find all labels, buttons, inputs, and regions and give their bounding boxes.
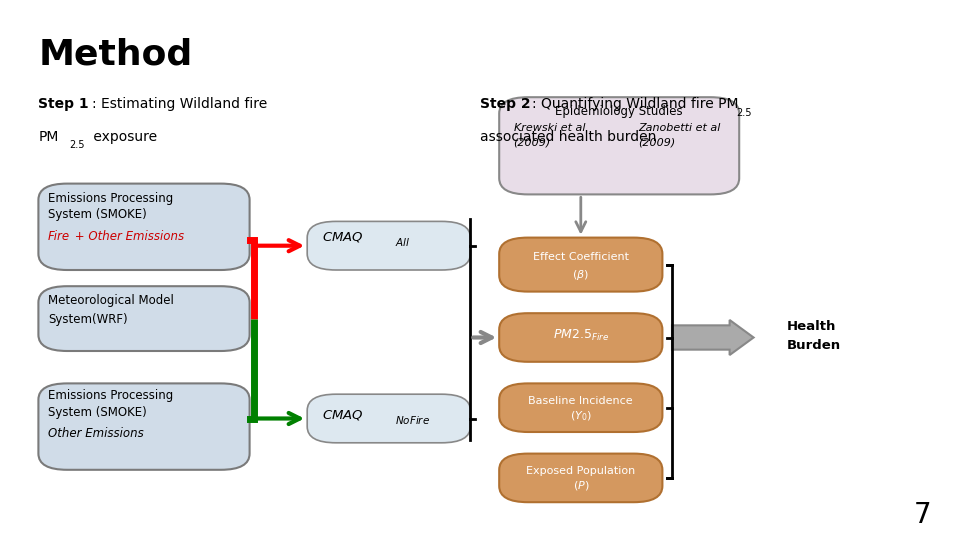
FancyBboxPatch shape — [499, 383, 662, 432]
Text: Epidemiology Studies: Epidemiology Studies — [556, 105, 683, 118]
Text: System (SMOKE): System (SMOKE) — [48, 208, 147, 221]
Text: Exposed Population: Exposed Population — [526, 466, 636, 476]
Text: PM: PM — [38, 130, 59, 144]
Text: Krewski et al: Krewski et al — [514, 123, 585, 133]
Text: Emissions Processing: Emissions Processing — [48, 192, 173, 205]
Text: 2.5: 2.5 — [736, 108, 752, 118]
Text: Emissions Processing: Emissions Processing — [48, 389, 173, 402]
Text: System (SMOKE): System (SMOKE) — [48, 406, 147, 419]
Text: $(P)$: $(P)$ — [572, 480, 589, 492]
Text: (2009): (2009) — [638, 138, 676, 148]
FancyBboxPatch shape — [499, 313, 662, 362]
Text: : Estimating Wildland fire: : Estimating Wildland fire — [92, 97, 268, 111]
Text: Burden: Burden — [787, 339, 841, 352]
Text: Meteorological Model: Meteorological Model — [48, 294, 174, 307]
Text: associated health burden: associated health burden — [480, 130, 657, 144]
Text: Baseline Incidence: Baseline Incidence — [529, 396, 633, 406]
Text: + Other Emissions: + Other Emissions — [71, 230, 184, 242]
FancyBboxPatch shape — [499, 454, 662, 502]
FancyBboxPatch shape — [307, 394, 470, 443]
FancyBboxPatch shape — [38, 383, 250, 470]
Text: Step 1: Step 1 — [38, 97, 89, 111]
Text: : Quantifying Wildland fire PM: : Quantifying Wildland fire PM — [532, 97, 738, 111]
Text: $(Y_0)$: $(Y_0)$ — [570, 409, 591, 423]
FancyBboxPatch shape — [307, 221, 470, 270]
Text: Fire: Fire — [48, 230, 70, 242]
Text: Health: Health — [787, 320, 836, 333]
FancyArrow shape — [672, 320, 754, 355]
Text: Effect Coefficient: Effect Coefficient — [533, 252, 629, 261]
Text: Method: Method — [38, 38, 193, 72]
Text: 7: 7 — [914, 501, 931, 529]
Text: exposure: exposure — [89, 130, 157, 144]
Text: $\mathit{CMAQ}$: $\mathit{CMAQ}$ — [322, 408, 363, 422]
Text: $\mathit{All}$: $\mathit{All}$ — [395, 236, 410, 248]
Text: Other Emissions: Other Emissions — [48, 427, 144, 440]
Text: (2009): (2009) — [514, 138, 551, 148]
FancyBboxPatch shape — [38, 184, 250, 270]
Text: $\mathit{NoFire}$: $\mathit{NoFire}$ — [395, 414, 430, 426]
FancyBboxPatch shape — [499, 238, 662, 292]
Text: $\mathit{CMAQ}$: $\mathit{CMAQ}$ — [322, 230, 363, 244]
Text: $(\beta)$: $(\beta)$ — [572, 268, 589, 282]
Text: 2.5: 2.5 — [69, 140, 84, 151]
Text: Zanobetti et al: Zanobetti et al — [638, 123, 721, 133]
Text: System(WRF): System(WRF) — [48, 313, 128, 326]
Text: $\mathit{PM2.5_{Fire}}$: $\mathit{PM2.5_{Fire}}$ — [553, 328, 609, 343]
Text: Step 2: Step 2 — [480, 97, 531, 111]
FancyBboxPatch shape — [499, 97, 739, 194]
FancyBboxPatch shape — [38, 286, 250, 351]
